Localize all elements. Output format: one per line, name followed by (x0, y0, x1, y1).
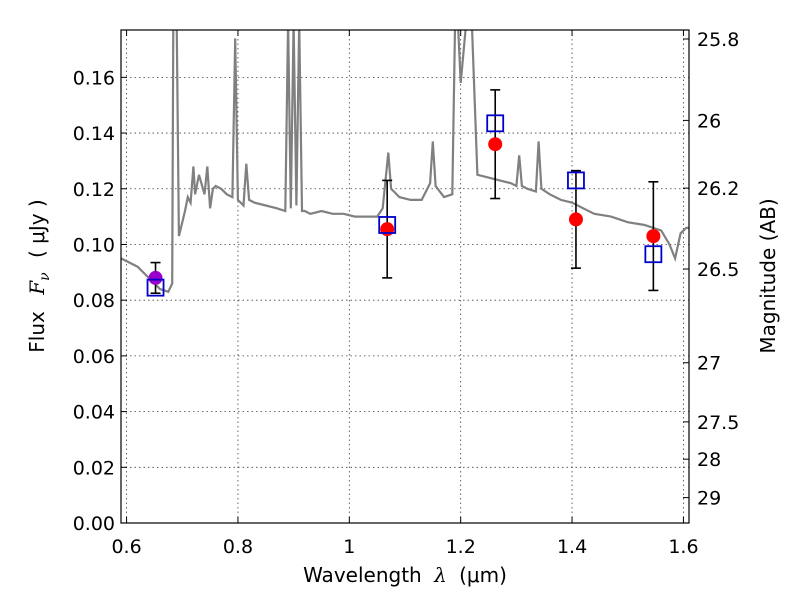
axis-ticks: 0.6 0.8 1 1.2 1.4 1.6 0.00 0.02 0.04 0.06 0.08 0.10… (73, 29, 740, 558)
model-points (146, 114, 663, 297)
y-tick-label: 0.10 (73, 234, 115, 256)
y2-axis-title: Magnitude (AB) (756, 198, 780, 353)
y2-tick-label: 26.2 (697, 178, 739, 200)
y2-tick-label: 27 (697, 353, 721, 375)
error-bars (150, 89, 659, 295)
x-tick-label: 0.6 (111, 536, 141, 558)
model-point (486, 114, 505, 133)
model-point (567, 171, 585, 190)
grid-lines (121, 30, 689, 524)
y2-tick-label: 25.8 (697, 29, 739, 51)
x-tick-label: 1.4 (557, 536, 587, 558)
y2-tick-label: 29 (697, 488, 721, 510)
x-axis-title: Wavelength λ (μm) (303, 563, 507, 587)
y-tick-label: 0.08 (73, 290, 115, 312)
y2-tick-label: 26 (697, 110, 721, 132)
y-tick-label: 0.04 (73, 402, 115, 424)
observed-point (488, 137, 503, 152)
y-tick-label: 0.14 (73, 123, 115, 145)
x-tick-label: 0.8 (223, 536, 253, 558)
observed-point (380, 222, 395, 237)
y2-tick-label: 26.5 (697, 259, 739, 281)
x-tick-label: 1.6 (668, 536, 698, 558)
observed-points (148, 137, 661, 285)
model-point (378, 216, 397, 234)
model-point (146, 278, 165, 297)
y-tick-label: 0.00 (73, 513, 115, 535)
x-tick-label: 1 (343, 536, 355, 558)
spectrum-line (121, 30, 689, 294)
y-tick-label: 0.06 (73, 346, 115, 368)
y2-tick-label: 28 (697, 449, 721, 471)
y-tick-label: 0.12 (73, 179, 115, 201)
model-point (644, 245, 663, 264)
plot-frame (120, 29, 690, 524)
observed-point (148, 270, 163, 285)
y-tick-label: 0.16 (73, 67, 115, 89)
y-axis-title: Flux Fν ( μJy ) (25, 199, 54, 352)
x-tick-label: 1.2 (446, 536, 476, 558)
y-tick-label: 0.02 (73, 457, 115, 479)
observed-point (568, 212, 583, 227)
observed-point (646, 229, 661, 244)
y2-tick-label: 27.5 (697, 412, 739, 434)
